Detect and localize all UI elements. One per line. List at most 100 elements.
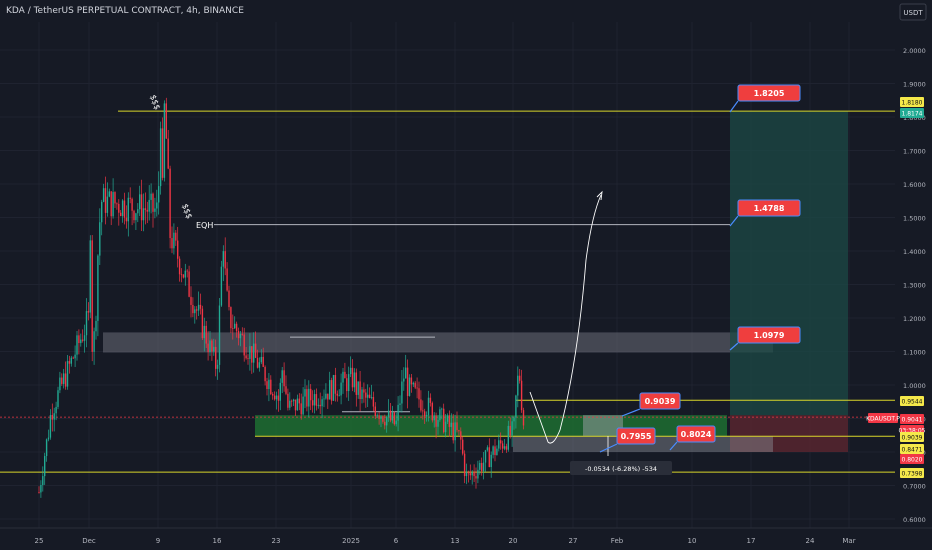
candle-body bbox=[156, 202, 158, 209]
candle-body bbox=[226, 268, 228, 291]
candle-body bbox=[368, 394, 371, 398]
candle-body bbox=[61, 377, 63, 384]
candle-body bbox=[327, 393, 329, 400]
candle-body bbox=[463, 453, 466, 477]
price-callout[interactable]: 1.4788 bbox=[729, 199, 801, 227]
axis-price-badge: 0.8020 bbox=[900, 454, 924, 464]
candle-body bbox=[517, 375, 519, 396]
axis-price-badge: 0.9544 bbox=[900, 396, 924, 406]
candle-body bbox=[118, 203, 120, 213]
candle-body bbox=[501, 443, 504, 449]
candle-body bbox=[361, 389, 363, 400]
currency-badge[interactable] bbox=[899, 3, 927, 21]
candle-body bbox=[194, 309, 196, 314]
candle bbox=[285, 375, 287, 396]
projection-arrow-head bbox=[596, 190, 603, 201]
candle bbox=[479, 460, 481, 475]
price-tick-label: 1.6000 bbox=[903, 181, 926, 189]
candle-body bbox=[146, 209, 148, 212]
price-callouts[interactable]: 1.8205 1.4788 1.0979 0.9039 0.7955 0.8024 bbox=[599, 84, 801, 453]
candle bbox=[368, 387, 371, 399]
candle-body bbox=[376, 415, 378, 417]
candle bbox=[463, 450, 466, 484]
candle-body bbox=[363, 389, 365, 393]
candle-body bbox=[490, 454, 492, 468]
candle-body bbox=[365, 392, 367, 398]
candle bbox=[165, 97, 167, 139]
candle-body bbox=[205, 325, 207, 344]
time-tick-label: Dec bbox=[82, 537, 96, 545]
callout-value: 1.4788 bbox=[754, 204, 785, 213]
axis-badge-text: 0.9544 bbox=[902, 399, 923, 406]
candle-body bbox=[216, 364, 219, 369]
callout-value: 0.8024 bbox=[681, 430, 712, 439]
drawings[interactable] bbox=[529, 190, 609, 456]
candle-body bbox=[142, 208, 145, 221]
candle bbox=[266, 377, 268, 396]
candle-body bbox=[78, 335, 80, 344]
callout-value: 0.7955 bbox=[621, 432, 652, 441]
candle-body bbox=[218, 305, 221, 365]
candle bbox=[477, 460, 479, 484]
candle bbox=[399, 395, 401, 413]
axis-badge-bg bbox=[900, 97, 924, 107]
candle bbox=[300, 393, 302, 420]
candle bbox=[351, 359, 354, 392]
candle bbox=[308, 380, 310, 418]
eqh-label: EQH bbox=[196, 221, 213, 230]
candle-body bbox=[482, 462, 485, 472]
axis-price-badge: 0.9039 bbox=[900, 432, 924, 442]
candle-body bbox=[340, 382, 342, 396]
price-callout[interactable]: 0.9039 bbox=[621, 392, 681, 417]
candle-body bbox=[357, 381, 359, 395]
candle-body bbox=[42, 476, 44, 486]
candle bbox=[158, 171, 160, 215]
price-callout[interactable]: 0.7955 bbox=[599, 427, 656, 453]
candle bbox=[99, 208, 101, 266]
candle-body bbox=[410, 377, 413, 385]
price-tick-label: 2.0000 bbox=[903, 47, 926, 55]
candle-body bbox=[108, 191, 110, 197]
candle bbox=[224, 237, 226, 276]
candle bbox=[500, 432, 502, 450]
price-callout[interactable]: 0.8024 bbox=[669, 425, 716, 451]
candle bbox=[148, 185, 150, 221]
time-tick-label: 2025 bbox=[342, 537, 360, 545]
candle-body bbox=[95, 320, 97, 332]
axis-price-badge: 1.8174 bbox=[900, 108, 924, 118]
candle-body bbox=[405, 367, 407, 379]
candle bbox=[40, 480, 42, 498]
candle bbox=[511, 415, 513, 447]
price-axis[interactable]: 2.00001.90001.80001.70001.60001.50001.40… bbox=[866, 22, 932, 528]
candle-body bbox=[386, 416, 388, 426]
candle bbox=[222, 245, 224, 282]
candle-body bbox=[372, 397, 375, 407]
candle bbox=[401, 369, 403, 413]
candle bbox=[465, 463, 468, 485]
candle bbox=[344, 362, 346, 379]
price-tick-label: 1.3000 bbox=[903, 282, 926, 290]
price-callout[interactable]: 1.8205 bbox=[729, 84, 801, 113]
candle-body bbox=[87, 311, 90, 313]
price-callout[interactable]: 1.0979 bbox=[729, 326, 801, 351]
candle bbox=[374, 402, 376, 420]
candle-body bbox=[222, 251, 224, 267]
candle-body bbox=[465, 472, 468, 477]
candles[interactable] bbox=[38, 97, 525, 498]
candle bbox=[403, 367, 405, 391]
candle bbox=[439, 406, 441, 422]
candle bbox=[38, 486, 40, 494]
callout-box bbox=[737, 199, 801, 217]
candle-body bbox=[228, 290, 230, 308]
candle-body bbox=[387, 410, 390, 417]
candle-body bbox=[477, 469, 479, 479]
candle-body bbox=[158, 186, 160, 203]
candle bbox=[357, 381, 359, 399]
candle bbox=[370, 384, 373, 400]
candle-body bbox=[123, 200, 126, 218]
time-axis[interactable]: 25 Dec 9 16 23 2025 6 13 20 27 Feb 10 17 24 Mar bbox=[0, 527, 932, 545]
candle-body bbox=[433, 415, 435, 421]
candle-body bbox=[72, 357, 74, 359]
candle-body bbox=[349, 367, 352, 375]
